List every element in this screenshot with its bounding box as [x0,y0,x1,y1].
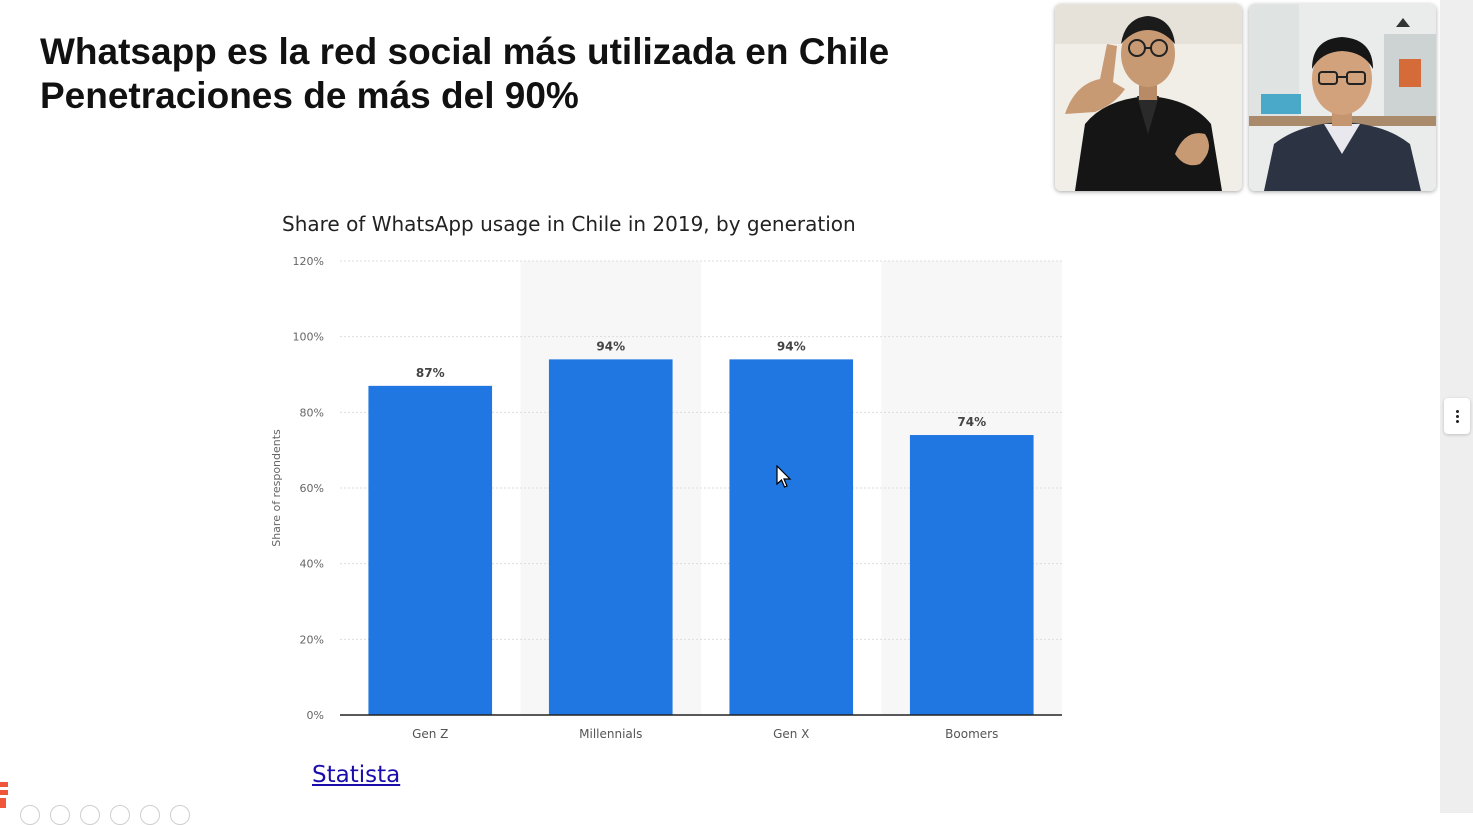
toolbar-button[interactable] [50,805,70,825]
toolbar-button[interactable] [20,805,40,825]
bar-value-label: 74% [957,415,986,429]
toolbar-button[interactable] [140,805,160,825]
bar-value-label: 94% [596,339,625,353]
bar-value-label: 87% [416,366,445,380]
slide-title-line-1: Whatsapp es la red social más utilizada … [40,31,890,72]
y-tick-label: 100% [293,331,324,344]
y-tick-label: 80% [300,406,324,419]
bar [909,435,1034,715]
toolbar-button[interactable] [110,805,130,825]
toolbar-button[interactable] [80,805,100,825]
bar [729,359,854,715]
person-signing-icon [1055,4,1242,191]
person-speaking-icon [1249,4,1436,191]
participant-video-1[interactable] [1055,4,1242,191]
y-tick-label: 20% [300,633,324,646]
more-options-icon[interactable] [1444,398,1470,434]
bar [548,359,673,715]
slide-title-line-2: Penetraciones de más del 90% [40,75,579,116]
toolbar-button[interactable] [170,805,190,825]
chart-title: Share of WhatsApp usage in Chile in 2019… [282,212,856,236]
x-tick-label: Millennials [579,727,642,741]
slide-title: Whatsapp es la red social más utilizada … [40,30,889,118]
y-tick-label: 40% [300,558,324,571]
y-tick-label: 60% [300,482,324,495]
x-tick-label: Gen Z [412,727,448,741]
source-link-statista[interactable]: Statista [312,762,401,788]
bar [368,385,493,715]
participant-video-2[interactable] [1249,4,1436,191]
app-logo-icon [0,782,8,808]
y-tick-label: 0% [307,709,324,722]
y-tick-label: 120% [293,255,324,268]
toolbar-buttons [20,805,190,825]
mouse-pointer-icon [776,465,792,488]
bar-value-label: 94% [777,339,806,353]
bar-chart: 0% 20% 40% 60% 80% 100% 120% Share of responden… [270,255,1062,741]
collapse-arrow-icon[interactable] [1396,18,1410,27]
y-axis-label: Share of respondents [270,429,283,547]
x-tick-label: Boomers [945,727,998,741]
x-tick-label: Gen X [773,727,809,741]
